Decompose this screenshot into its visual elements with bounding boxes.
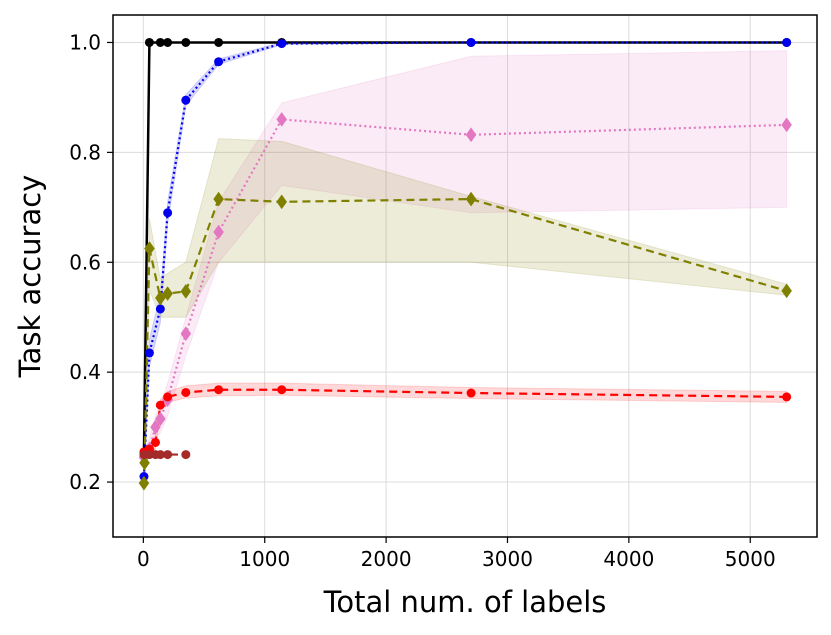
series-3-point [138, 475, 150, 491]
series-0-point [163, 37, 173, 47]
series-5-point [181, 450, 191, 460]
y-tick-label: 0.8 [69, 140, 101, 164]
x-tick-label: 3000 [482, 547, 533, 571]
series-3-point [155, 290, 166, 306]
series-3-point [180, 283, 192, 299]
x-tick-label: 1000 [239, 547, 290, 571]
y-tick-label: 0.6 [69, 250, 101, 274]
y-axis-label: Task accuracy [13, 175, 47, 379]
series-4-band [143, 382, 788, 456]
series-4-point [466, 388, 476, 398]
series-4-point [277, 385, 287, 395]
series-2-point [180, 326, 192, 342]
series-3-point [144, 241, 155, 256]
series-3-line [142, 197, 787, 484]
series-3-point [139, 455, 150, 471]
series-3-point [162, 286, 173, 302]
series-1-point [155, 304, 165, 314]
series-2-point [155, 411, 166, 427]
series-2-point [465, 127, 477, 143]
series-2-point [150, 419, 161, 435]
series-3-point [781, 283, 792, 299]
x-tick-label: 2000 [361, 547, 412, 571]
plot-frame [112, 14, 818, 538]
series-3-point [213, 191, 224, 207]
series-2-point [276, 111, 288, 127]
series-2-band [143, 50, 788, 462]
series-1-point [144, 348, 154, 358]
data-markers [138, 37, 792, 491]
series-4-point [163, 392, 173, 402]
series-2-point [781, 117, 792, 133]
y-tick-label: 0.2 [69, 470, 101, 494]
series-2-line [143, 118, 787, 458]
x-tick-label: 4000 [603, 547, 654, 571]
series-0-point [144, 37, 154, 47]
axis-ticks: 0 1000 2000 3000 4000 5000 0.2 0.4 0.6 0.8 1.0 [69, 30, 776, 571]
x-tick-label: 0 [137, 547, 150, 571]
series-0-point [181, 37, 191, 47]
series-4-point [155, 400, 165, 410]
y-tick-label: 0.4 [69, 360, 101, 384]
series-3-point [276, 194, 288, 210]
series-1-point [214, 57, 224, 67]
series-1-point [466, 37, 476, 47]
series-0-point [214, 37, 224, 47]
confidence-bands [143, 41, 788, 488]
series-4-line [143, 388, 787, 453]
series-1-point [181, 95, 191, 105]
series-2-point [213, 224, 224, 240]
y-tick-label: 1.0 [69, 30, 101, 54]
series-4-point [782, 392, 792, 402]
x-axis-label: Total num. of labels [323, 585, 607, 619]
series-4-point [181, 387, 191, 397]
series-1-point [782, 37, 792, 47]
series-1-point [277, 39, 287, 49]
series-4-point [214, 385, 224, 395]
x-tick-label: 5000 [725, 547, 776, 571]
series-5-point [163, 450, 173, 460]
series-3-point [465, 191, 477, 207]
series-4-point [150, 437, 160, 447]
series-1-point [163, 208, 173, 218]
